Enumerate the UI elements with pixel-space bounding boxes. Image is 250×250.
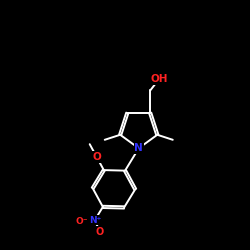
Text: O: O [92, 152, 101, 162]
Text: OH: OH [150, 74, 168, 84]
Text: O: O [96, 227, 104, 237]
Text: N: N [134, 143, 143, 153]
Text: N⁺: N⁺ [89, 216, 101, 224]
Text: O⁻: O⁻ [76, 216, 88, 226]
